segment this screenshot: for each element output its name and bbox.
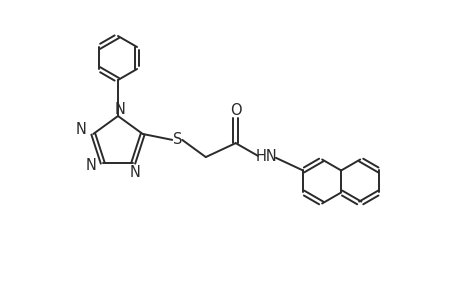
Text: S: S <box>172 132 181 147</box>
Text: N: N <box>114 101 125 116</box>
Text: N: N <box>85 158 96 172</box>
Text: HN: HN <box>256 149 277 164</box>
Text: N: N <box>129 164 140 179</box>
Text: O: O <box>230 103 241 118</box>
Text: N: N <box>76 122 87 137</box>
